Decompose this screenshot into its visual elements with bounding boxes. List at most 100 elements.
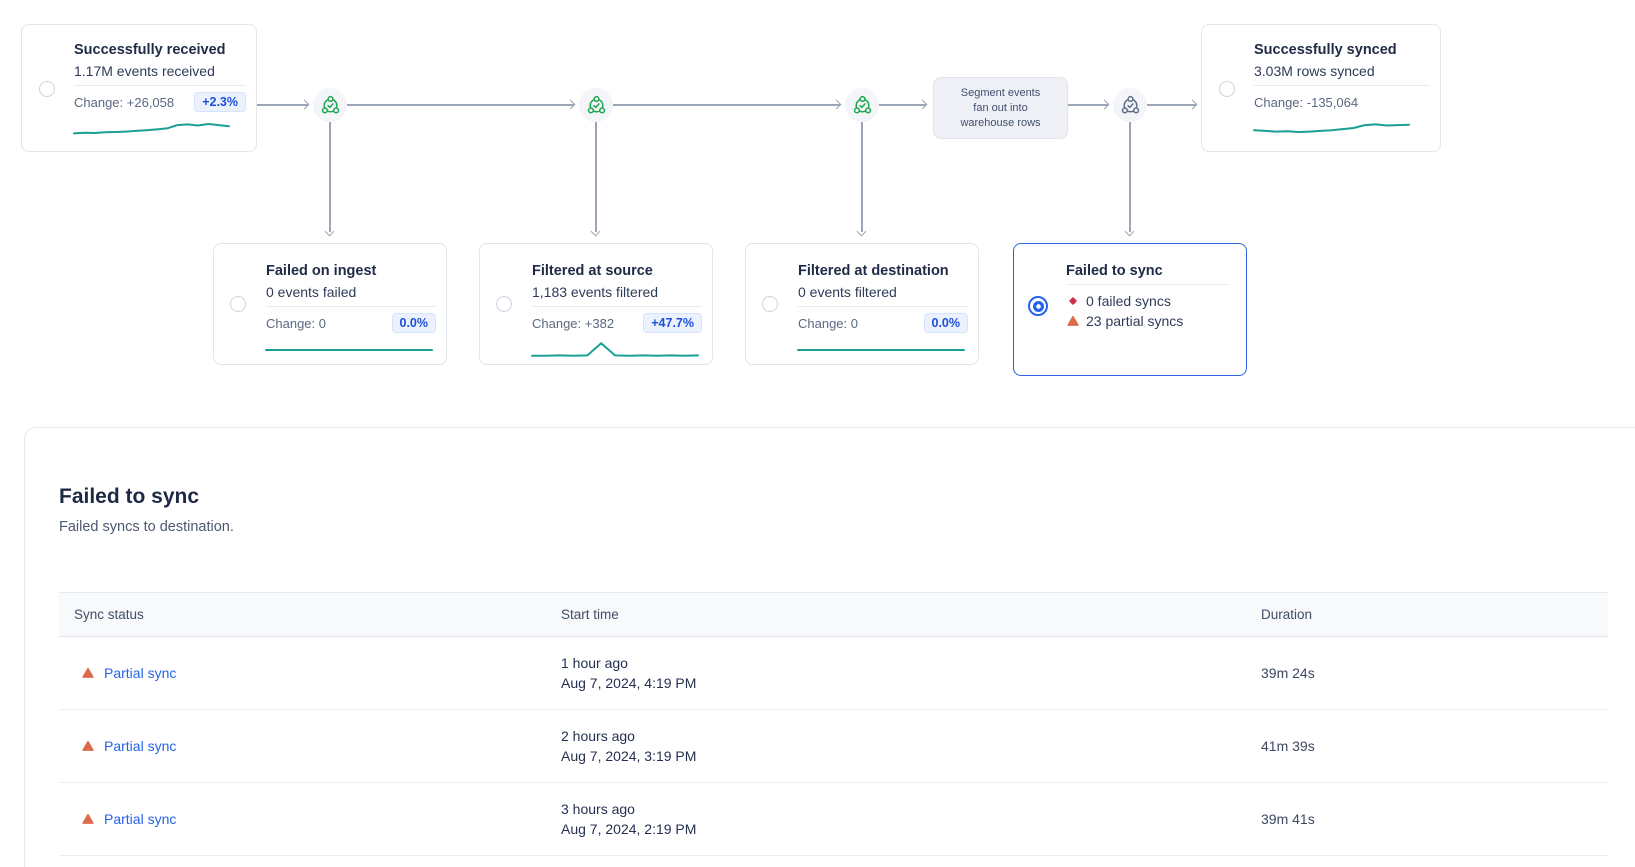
flow-connector xyxy=(613,104,840,106)
flow-connector xyxy=(1068,104,1108,106)
sparkline xyxy=(1254,117,1409,139)
failed-diamond-icon xyxy=(1069,297,1077,305)
stat-label: 0 failed syncs xyxy=(1086,293,1171,309)
flow-connector xyxy=(1147,104,1196,106)
duration: 41m 39s xyxy=(1261,738,1315,754)
partial-sync-link[interactable]: Partial sync xyxy=(104,738,177,754)
change-label: Change: 0 xyxy=(266,315,326,331)
segment-hub-check-icon xyxy=(321,95,339,114)
segment-hub-check-icon xyxy=(1121,95,1139,114)
partial-sync-link[interactable]: Partial sync xyxy=(104,665,177,681)
change-badge: +2.3% xyxy=(194,92,246,112)
pipeline-node xyxy=(1113,88,1147,122)
column-header-duration: Duration xyxy=(1261,607,1313,622)
card-title: Filtered at source xyxy=(532,263,653,279)
arrowhead-right-icon xyxy=(299,99,310,110)
arrowhead-right-icon xyxy=(1099,99,1110,110)
partial-sync-link[interactable]: Partial sync xyxy=(104,811,177,827)
card-filtered-at-source[interactable]: Filtered at source 1,183 events filtered… xyxy=(479,243,713,365)
card-filtered-at-destination[interactable]: Filtered at destination 0 events filtere… xyxy=(745,243,979,365)
divider xyxy=(1254,85,1430,86)
radio-filtered-at-destination[interactable] xyxy=(762,296,778,312)
sparkline xyxy=(532,339,698,361)
radio-failed-on-ingest[interactable] xyxy=(230,296,246,312)
sparkline xyxy=(74,117,229,139)
flow-connector xyxy=(1129,122,1131,232)
change-badge: 0.0% xyxy=(923,313,968,333)
datetime: Aug 7, 2024, 4:19 PM xyxy=(561,675,697,691)
datetime: Aug 7, 2024, 3:19 PM xyxy=(561,748,697,764)
card-title: Successfully received xyxy=(74,42,226,58)
arrowhead-down-icon xyxy=(590,226,601,237)
table-row-partial xyxy=(59,856,1608,867)
card-subtitle: 1,183 events filtered xyxy=(532,284,659,300)
card-title: Successfully synced xyxy=(1254,42,1397,58)
flow-connector xyxy=(879,104,926,106)
change-label: Change: -135,064 xyxy=(1254,94,1359,110)
card-title: Failed on ingest xyxy=(266,263,377,279)
flow-connector xyxy=(257,104,308,106)
change-label: Change: 0 xyxy=(798,315,858,331)
pipeline-node xyxy=(845,88,879,122)
note-line: fan out into xyxy=(973,101,1028,114)
change-label: Change: +382 xyxy=(532,315,615,331)
arrowhead-right-icon xyxy=(1187,99,1198,110)
divider xyxy=(1066,284,1230,285)
change-badge: 0.0% xyxy=(391,313,436,333)
note-line: Segment events xyxy=(960,86,1041,99)
segment-hub-check-icon xyxy=(853,95,871,114)
card-title: Filtered at destination xyxy=(798,263,949,279)
card-subtitle: 0 events filtered xyxy=(798,284,897,300)
table-row: Partial sync 1 hour ago Aug 7, 2024, 4:1… xyxy=(59,637,1608,710)
radio-failed-to-sync[interactable] xyxy=(1028,296,1048,316)
card-successfully-received[interactable]: Successfully received 1.17M events recei… xyxy=(21,24,257,152)
divider xyxy=(74,85,246,86)
note-line: warehouse rows xyxy=(960,116,1041,129)
divider xyxy=(798,306,968,307)
column-header-sync-status: Sync status xyxy=(74,607,144,622)
partial-triangle-icon xyxy=(82,740,94,751)
divider xyxy=(532,306,702,307)
arrowhead-down-icon xyxy=(324,226,335,237)
flow-connector xyxy=(347,104,574,106)
datetime: Aug 7, 2024, 2:19 PM xyxy=(561,821,697,837)
arrowhead-right-icon xyxy=(831,99,842,110)
panel-title: Failed to sync xyxy=(59,485,200,508)
card-subtitle: 1.17M events received xyxy=(74,63,215,79)
divider xyxy=(266,306,436,307)
flow-connector xyxy=(329,122,331,232)
relative-time: 1 hour ago xyxy=(561,655,628,671)
table-row: Partial sync 2 hours ago Aug 7, 2024, 3:… xyxy=(59,710,1608,783)
failed-syncs-table: Sync status Start time Duration Partial … xyxy=(59,592,1608,867)
arrowhead-right-icon xyxy=(565,99,576,110)
flow-connector xyxy=(861,122,863,232)
relative-time: 3 hours ago xyxy=(561,801,635,817)
relative-time: 2 hours ago xyxy=(561,728,635,744)
card-failed-on-ingest[interactable]: Failed on ingest 0 events failed Change:… xyxy=(213,243,447,365)
duration: 39m 24s xyxy=(1261,665,1315,681)
duration: 39m 41s xyxy=(1261,811,1315,827)
radio-filtered-at-source[interactable] xyxy=(496,296,512,312)
sparkline xyxy=(266,339,432,361)
arrowhead-down-icon xyxy=(1124,226,1135,237)
partial-triangle-icon xyxy=(82,667,94,678)
table-header-row: Sync status Start time Duration xyxy=(59,592,1608,637)
pipeline-node xyxy=(579,88,613,122)
change-badge: +47.7% xyxy=(643,313,702,333)
arrowhead-down-icon xyxy=(856,226,867,237)
radio-successfully-synced[interactable] xyxy=(1219,81,1235,97)
stat-label: 23 partial syncs xyxy=(1086,313,1184,329)
card-successfully-synced[interactable]: Successfully synced 3.03M rows synced Ch… xyxy=(1201,24,1441,152)
card-failed-to-sync[interactable]: Failed to sync 0 failed syncs 23 partial… xyxy=(1013,243,1247,376)
arrowhead-right-icon xyxy=(917,99,928,110)
radio-successfully-received[interactable] xyxy=(39,81,55,97)
change-label: Change: +26,058 xyxy=(74,94,175,110)
partial-triangle-icon xyxy=(82,813,94,824)
column-header-start-time: Start time xyxy=(561,607,619,622)
flow-connector xyxy=(595,122,597,232)
table-row: Partial sync 3 hours ago Aug 7, 2024, 2:… xyxy=(59,783,1608,856)
panel-description: Failed syncs to destination. xyxy=(59,519,234,535)
detail-panel: Failed to sync Failed syncs to destinati… xyxy=(24,427,1635,867)
